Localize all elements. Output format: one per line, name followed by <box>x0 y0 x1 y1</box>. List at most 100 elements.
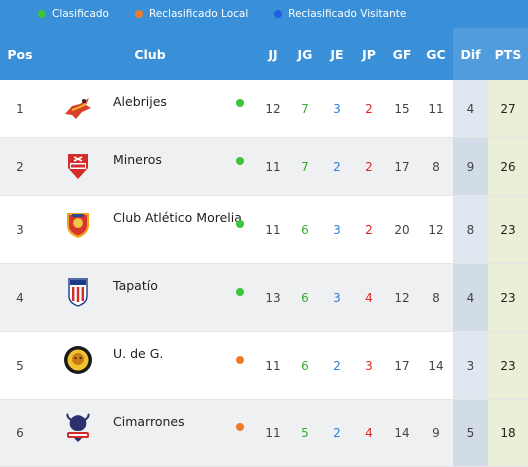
header-pos[interactable]: Pos <box>7 46 33 62</box>
status-dot-green <box>236 219 244 228</box>
cell-gf: 15 <box>394 101 410 116</box>
morelia-logo <box>62 208 94 240</box>
cell-jj: 13 <box>265 290 281 305</box>
cell-je: 3 <box>333 101 341 116</box>
cell-jp: 3 <box>365 358 373 373</box>
header-jp[interactable]: JP <box>362 46 376 62</box>
row-position: 2 <box>16 159 24 174</box>
club-name[interactable]: Club Atlético Morelia <box>113 210 242 225</box>
cell-pts: 27 <box>488 80 528 137</box>
cell-gc: 8 <box>432 159 440 174</box>
udeg-logo <box>62 344 94 376</box>
cell-gc: 14 <box>428 358 444 373</box>
cell-gf: 17 <box>394 159 410 174</box>
table-row[interactable]: 4 Tapatío 13 6 3 4 12 8 4 23 <box>0 264 528 332</box>
row-position: 1 <box>16 101 24 116</box>
row-position: 3 <box>16 222 24 237</box>
mineros-logo <box>62 150 94 182</box>
table-row[interactable]: 6 Cimarrones 11 5 2 4 14 9 5 18 <box>0 400 528 467</box>
cell-jp: 4 <box>365 290 373 305</box>
club-name[interactable]: Alebrijes <box>113 94 167 109</box>
cell-gc: 12 <box>428 222 444 237</box>
tapatio-logo <box>62 276 94 308</box>
cell-dif: 4 <box>453 80 488 137</box>
cell-jg: 7 <box>301 159 309 174</box>
cell-jp: 2 <box>365 159 373 174</box>
status-dot-green <box>236 156 244 165</box>
cell-gc: 9 <box>432 426 440 440</box>
cell-jg: 6 <box>301 290 309 305</box>
cell-gf: 12 <box>394 290 410 305</box>
legend-label: Reclasificado Local <box>148 8 249 20</box>
cell-jj: 11 <box>265 358 281 373</box>
cell-pts: 18 <box>488 400 528 466</box>
cell-je: 2 <box>333 358 341 373</box>
cell-jg: 7 <box>301 101 309 116</box>
header-gc[interactable]: GC <box>426 46 446 62</box>
legend-label: Reclasificado Visitante <box>288 8 407 20</box>
legend: Clasificado Reclasificado Local Reclasif… <box>0 0 528 28</box>
table-body: 1 Alebrijes 12 7 3 2 15 11 4 27 2 Mineros 11 7 2 2 17 8 9 2… <box>0 80 528 467</box>
cell-je: 2 <box>333 426 341 440</box>
legend-dot-orange <box>134 10 143 18</box>
club-name[interactable]: Tapatío <box>113 278 158 293</box>
legend-item-reclasificado-visitante: Reclasificado Visitante <box>274 8 406 20</box>
header-gf[interactable]: GF <box>392 46 412 62</box>
row-position: 5 <box>16 358 24 373</box>
row-position: 6 <box>16 426 24 440</box>
cell-jp: 2 <box>365 101 373 116</box>
table-header: Pos Club JJ JG JE JP GF GC Dif PTS <box>0 28 528 80</box>
table-row[interactable]: 3 Club Atlético Morelia 11 6 3 2 20 12 8 23 <box>0 196 528 264</box>
alebrijes-logo <box>62 92 94 124</box>
cell-jg: 6 <box>301 358 309 373</box>
status-dot-green <box>236 287 244 296</box>
cell-je: 3 <box>333 290 341 305</box>
club-name[interactable]: Mineros <box>113 152 162 167</box>
club-name[interactable]: Cimarrones <box>113 414 185 429</box>
status-dot-green <box>236 98 244 107</box>
cell-je: 2 <box>333 159 341 174</box>
cell-dif: 4 <box>453 264 488 331</box>
cell-jp: 2 <box>365 222 373 237</box>
cell-jg: 6 <box>301 222 309 237</box>
cell-jj: 11 <box>265 222 281 237</box>
table-row[interactable]: 2 Mineros 11 7 2 2 17 8 9 26 <box>0 138 528 196</box>
club-name[interactable]: U. de G. <box>113 346 164 361</box>
cell-jj: 11 <box>265 426 281 440</box>
cell-pts: 23 <box>488 196 528 263</box>
cell-jp: 4 <box>365 426 373 440</box>
header-jj[interactable]: JJ <box>268 46 278 62</box>
cell-pts: 23 <box>488 264 528 331</box>
cell-pts: 26 <box>488 138 528 195</box>
cell-dif: 3 <box>453 332 488 399</box>
header-je[interactable]: JE <box>330 46 344 62</box>
row-position: 4 <box>16 290 24 305</box>
header-dif[interactable]: Dif <box>453 28 488 80</box>
legend-label: Clasificado <box>52 8 109 20</box>
cell-gf: 14 <box>394 426 410 440</box>
cell-gf: 17 <box>394 358 410 373</box>
cell-dif: 9 <box>453 138 488 195</box>
header-jg[interactable]: JG <box>297 46 313 62</box>
header-club[interactable]: Club <box>134 46 166 62</box>
cell-jg: 5 <box>301 426 309 440</box>
cell-dif: 8 <box>453 196 488 263</box>
cell-dif: 5 <box>453 400 488 466</box>
legend-item-clasificado: Clasificado <box>38 8 109 20</box>
cell-je: 3 <box>333 222 341 237</box>
table-row[interactable]: 5 U. de G. 11 6 2 3 17 14 3 23 <box>0 332 528 400</box>
legend-dot-green <box>38 10 46 18</box>
cell-jj: 11 <box>265 159 281 174</box>
cell-jj: 12 <box>265 101 281 116</box>
legend-item-reclasificado-local: Reclasificado Local <box>134 8 249 20</box>
status-dot-orange <box>236 355 244 364</box>
cell-gc: 11 <box>428 101 444 116</box>
table-row[interactable]: 1 Alebrijes 12 7 3 2 15 11 4 27 <box>0 80 528 138</box>
cell-gc: 8 <box>432 290 440 305</box>
cimarrones-logo <box>62 412 94 444</box>
status-dot-orange <box>236 423 244 431</box>
header-pts[interactable]: PTS <box>488 28 528 80</box>
legend-dot-blue <box>274 10 283 18</box>
cell-pts: 23 <box>488 332 528 399</box>
